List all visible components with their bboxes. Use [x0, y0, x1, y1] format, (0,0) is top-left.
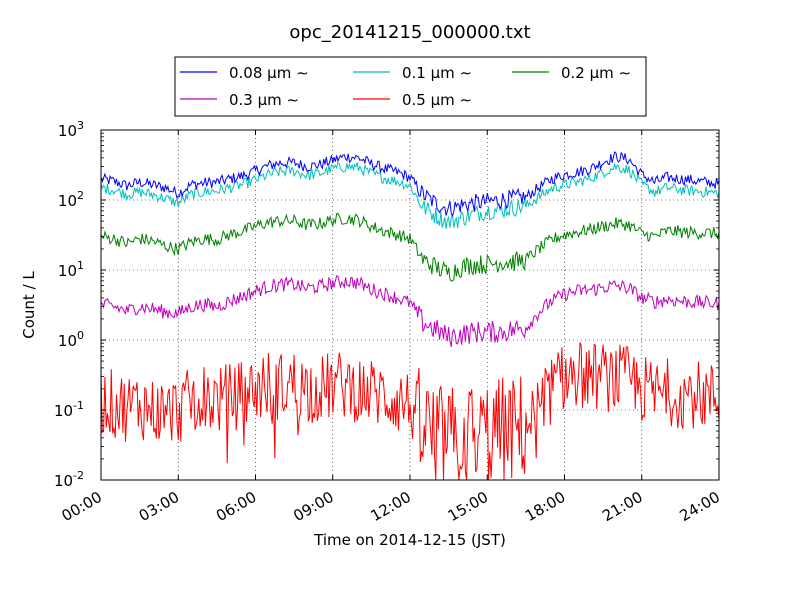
- series-line: [100, 212, 720, 282]
- y-axis-label: Count / L: [20, 271, 38, 339]
- legend-box: [174, 56, 647, 117]
- legend-label: 0.2 μm ∼: [561, 64, 631, 82]
- series-line: [100, 275, 720, 348]
- legend-label: 0.1 μm ∼: [402, 64, 472, 82]
- chart-title: opc_20141215_000000.txt: [289, 22, 530, 43]
- series-line: [100, 151, 720, 218]
- legend-label: 0.3 μm ∼: [229, 91, 299, 109]
- legend-label: 0.08 μm ∼: [229, 64, 309, 82]
- series-line: [100, 342, 720, 481]
- legend-label: 0.5 μm ∼: [402, 91, 472, 109]
- legend: 0.08 μm ∼ 0.1 μm ∼ 0.2 μm ∼ 0.3 μm ∼ 0.5 μm …: [174, 56, 647, 117]
- x-axis-label: Time on 2014-12-15 (JST): [313, 531, 506, 549]
- series-line: [100, 161, 720, 229]
